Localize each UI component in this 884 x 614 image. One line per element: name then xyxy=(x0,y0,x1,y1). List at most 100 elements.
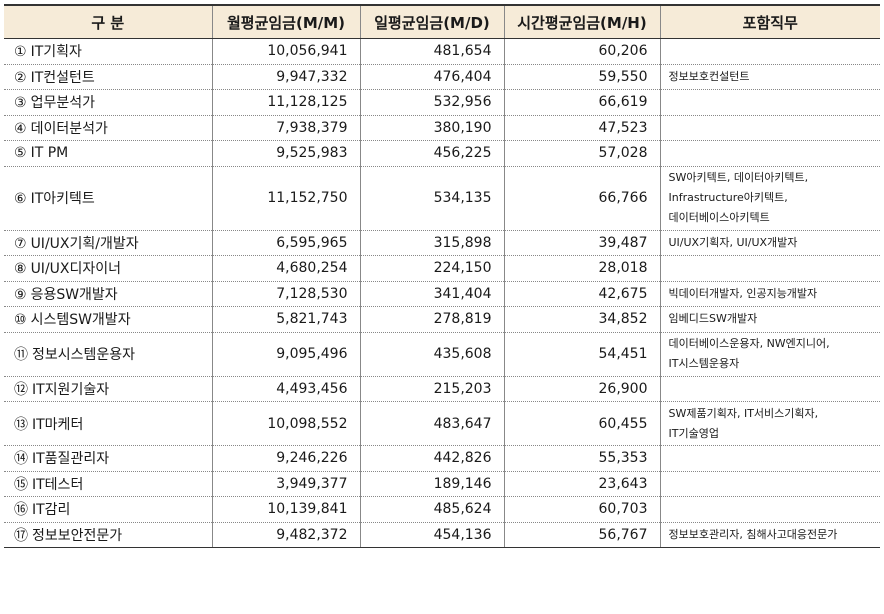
included-duties-cell: 데이터베이스운용자, NW엔지니어, IT시스템운용자 xyxy=(659,332,880,377)
daily-wage-cell: 435,608 xyxy=(359,332,505,377)
hourly-wage-cell: 55,353 xyxy=(503,445,661,472)
daily-wage-cell: 278,819 xyxy=(359,306,505,333)
daily-wage-cell: 532,956 xyxy=(359,89,505,116)
included-duties-cell xyxy=(659,445,880,472)
job-title: 시스템SW개발자 xyxy=(30,312,131,329)
job-title: 정보보안전문가 xyxy=(32,527,123,544)
job-title: IT기획자 xyxy=(30,44,82,61)
table-row: ⑨ 응용SW개발자 7,128,530 341,404 42,675 빅데이터개발자, 인… xyxy=(4,281,880,307)
hourly-wage-cell: 57,028 xyxy=(503,140,661,167)
daily-wage-cell: 380,190 xyxy=(359,115,505,141)
daily-wage-cell: 483,647 xyxy=(359,401,505,446)
hourly-wage-cell: 47,523 xyxy=(503,115,661,141)
job-title-cell: ⑯ IT감리 xyxy=(4,496,213,523)
table-row: ⑧ UI/UX디자이너 4,680,254 224,150 28,018 xyxy=(4,255,880,282)
row-number: ⑧ xyxy=(14,261,27,278)
job-title: IT품질관리자 xyxy=(32,451,110,468)
table-row: ⑰ 정보보안전문가 9,482,372 454,136 56,767 정보보호관리자, 침… xyxy=(4,522,880,548)
table-row: ⑯ IT감리 10,139,841 485,624 60,703 xyxy=(4,496,880,523)
monthly-wage-cell: 6,595,965 xyxy=(211,230,361,256)
hourly-wage-cell: 56,767 xyxy=(503,522,661,548)
table-row: ③ 업무분석가 11,128,125 532,956 66,619 xyxy=(4,89,880,116)
job-title-cell: ⑦ UI/UX기획/개발자 xyxy=(4,230,213,256)
included-duties-cell xyxy=(659,496,880,523)
monthly-wage-cell: 4,680,254 xyxy=(211,255,361,282)
row-number: ⑬ xyxy=(14,416,28,433)
job-title-cell: ⑮ IT테스터 xyxy=(4,471,213,497)
hourly-wage-cell: 60,703 xyxy=(503,496,661,523)
daily-wage-cell: 476,404 xyxy=(359,64,505,90)
table-row: ⑥ IT아키텍트 11,152,750 534,135 66,766 SW아키텍트, 데이… xyxy=(4,166,880,231)
job-title: IT마케터 xyxy=(32,416,84,433)
daily-wage-cell: 442,826 xyxy=(359,445,505,472)
monthly-wage-cell: 9,947,332 xyxy=(211,64,361,90)
daily-wage-cell: 189,146 xyxy=(359,471,505,497)
row-number: ③ xyxy=(14,95,27,112)
monthly-wage-cell: 4,493,456 xyxy=(211,376,361,402)
table-row: ⑬ IT마케터 10,098,552 483,647 60,455 SW제품기획자, IT… xyxy=(4,401,880,446)
included-duties-cell xyxy=(659,471,880,497)
monthly-wage-cell: 5,821,743 xyxy=(211,306,361,333)
row-number: ⑦ xyxy=(14,235,27,252)
job-title: 업무분석가 xyxy=(30,95,95,112)
table-row: ⑤ IT PM 9,525,983 456,225 57,028 xyxy=(4,140,880,167)
monthly-wage-cell: 10,098,552 xyxy=(211,401,361,446)
monthly-wage-cell: 3,949,377 xyxy=(211,471,361,497)
monthly-wage-cell: 9,525,983 xyxy=(211,140,361,167)
header-hourly-wage: 시간평균임금(M/H) xyxy=(503,4,661,39)
included-duties-cell: SW아키텍트, 데이터아키텍트, Infrastructure아키텍트, 데이터… xyxy=(659,166,880,231)
table-row: ⑮ IT테스터 3,949,377 189,146 23,643 xyxy=(4,471,880,497)
row-number: ⑭ xyxy=(14,451,28,468)
included-duties-cell: 정보보호관리자, 침해사고대응전문가 xyxy=(659,522,880,548)
monthly-wage-cell: 7,128,530 xyxy=(211,281,361,307)
job-title-cell: ④ 데이터분석가 xyxy=(4,115,213,141)
job-title-cell: ⑭ IT품질관리자 xyxy=(4,445,213,472)
header-daily-wage: 일평균임금(M/D) xyxy=(359,4,505,39)
daily-wage-cell: 215,203 xyxy=(359,376,505,402)
wage-table: 구 분 월평균임금(M/M) 일평균임금(M/D) 시간평균임금(M/H) 포함… xyxy=(4,4,880,548)
included-duties-cell: UI/UX기획자, UI/UX개발자 xyxy=(659,230,880,256)
table-row: ① IT기획자 10,056,941 481,654 60,206 xyxy=(4,38,880,65)
monthly-wage-cell: 7,938,379 xyxy=(211,115,361,141)
job-title-cell: ⑰ 정보보안전문가 xyxy=(4,522,213,548)
row-number: ② xyxy=(14,69,27,86)
daily-wage-cell: 485,624 xyxy=(359,496,505,523)
job-title: IT감리 xyxy=(32,502,71,519)
hourly-wage-cell: 26,900 xyxy=(503,376,661,402)
row-number: ⑫ xyxy=(14,381,28,398)
job-title-cell: ⑧ UI/UX디자이너 xyxy=(4,255,213,282)
daily-wage-cell: 456,225 xyxy=(359,140,505,167)
table-row: ⑫ IT지원기술자 4,493,456 215,203 26,900 xyxy=(4,376,880,402)
included-duties-cell xyxy=(659,376,880,402)
table-row: ⑭ IT품질관리자 9,246,226 442,826 55,353 xyxy=(4,445,880,472)
daily-wage-cell: 341,404 xyxy=(359,281,505,307)
job-title-cell: ③ 업무분석가 xyxy=(4,89,213,116)
included-duties-cell: 임베디드SW개발자 xyxy=(659,306,880,333)
header-included-duties: 포함직무 xyxy=(659,4,880,39)
job-title: IT컨설턴트 xyxy=(30,69,95,86)
job-title: 응용SW개발자 xyxy=(30,286,118,303)
hourly-wage-cell: 59,550 xyxy=(503,64,661,90)
table-header: 구 분 월평균임금(M/M) 일평균임금(M/D) 시간평균임금(M/H) 포함… xyxy=(4,4,880,39)
row-number: ⑰ xyxy=(14,527,28,544)
monthly-wage-cell: 11,152,750 xyxy=(211,166,361,231)
job-title-cell: ⑤ IT PM xyxy=(4,140,213,167)
job-title: IT아키텍트 xyxy=(30,191,95,207)
daily-wage-cell: 224,150 xyxy=(359,255,505,282)
included-duties-cell xyxy=(659,89,880,116)
header-category: 구 분 xyxy=(4,4,213,39)
hourly-wage-cell: 66,619 xyxy=(503,89,661,116)
hourly-wage-cell: 39,487 xyxy=(503,230,661,256)
hourly-wage-cell: 28,018 xyxy=(503,255,661,282)
job-title-cell: ⑬ IT마케터 xyxy=(4,401,213,446)
row-number: ④ xyxy=(14,120,27,137)
hourly-wage-cell: 60,206 xyxy=(503,38,661,65)
table-row: ⑪ 정보시스템운용자 9,095,496 435,608 54,451 데이터베이스운용자… xyxy=(4,332,880,377)
included-duties-cell: 빅데이터개발자, 인공지능개발자 xyxy=(659,281,880,307)
included-duties-cell xyxy=(659,140,880,167)
daily-wage-cell: 315,898 xyxy=(359,230,505,256)
table-row: ⑩ 시스템SW개발자 5,821,743 278,819 34,852 임베디드SW개발자 xyxy=(4,306,880,333)
row-number: ① xyxy=(14,44,27,61)
job-title: 정보시스템운용자 xyxy=(32,347,136,363)
row-number: ⑤ xyxy=(14,145,27,162)
